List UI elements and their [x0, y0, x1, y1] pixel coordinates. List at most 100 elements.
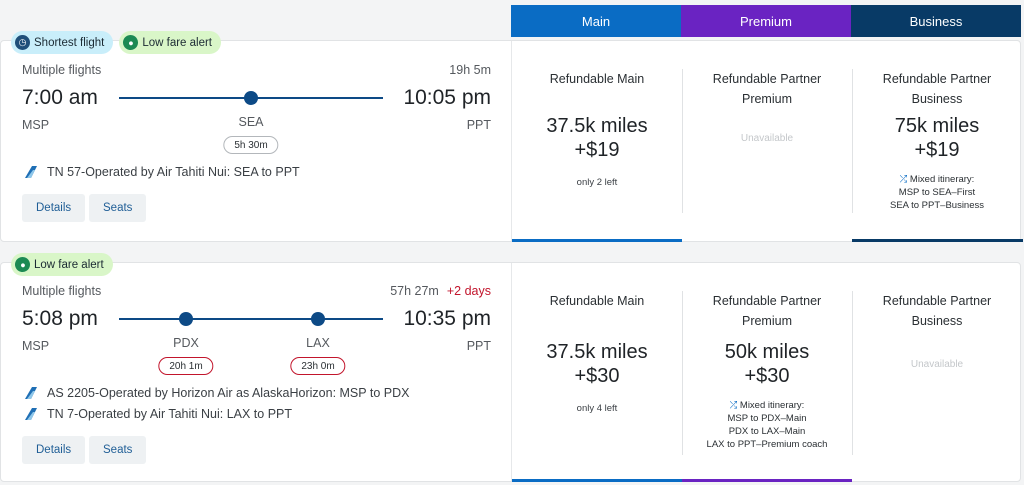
- fare-options: Refundable Main 37.5k miles +$30 only 4 …: [511, 263, 1022, 482]
- shortest-flight-badge: ◷ Shortest flight: [11, 31, 114, 54]
- badge-row: ● Low fare alert: [11, 253, 113, 276]
- fare-premium: Refundable Partner Premium Unavailable: [682, 41, 852, 241]
- stop-code: LAX: [306, 336, 330, 350]
- origin-code: MSP: [22, 339, 50, 353]
- fare-divider: [852, 69, 853, 213]
- stop-dot: [311, 312, 325, 326]
- total-duration: 19h 5m: [449, 63, 491, 77]
- mixed-itinerary-line: PDX to LAX–Main: [728, 426, 806, 437]
- route-line: [119, 318, 383, 320]
- badge-row: ◷ Shortest flight ● Low fare alert: [11, 31, 222, 54]
- stop-dot: [244, 91, 258, 105]
- layover-duration: 23h 0m: [290, 357, 346, 375]
- operated-by-line: TN 57-Operated by Air Tahiti Nui: SEA to…: [23, 165, 300, 179]
- premium-cabin-bar: [682, 479, 852, 482]
- operated-by-line: TN 7-Operated by Air Tahiti Nui: LAX to …: [23, 407, 292, 421]
- multiple-flights-label: Multiple flights: [22, 284, 102, 298]
- mixed-itinerary: ⤮ Mixed itinerary: MSP to PDX–Main PDX t…: [682, 399, 852, 451]
- depart-time: 5:08 pm: [22, 307, 98, 330]
- mixed-title-text: Mixed itinerary:: [909, 174, 975, 185]
- fare-miles: 37.5k miles: [546, 115, 648, 137]
- mixed-itinerary-line: MSP to PDX–Main: [727, 413, 807, 424]
- airline-tail-icon: [25, 387, 37, 399]
- details-button[interactable]: Details: [22, 436, 86, 464]
- main-cabin-bar: [512, 239, 682, 242]
- fare-business[interactable]: Refundable Partner Business 75k miles +$…: [852, 41, 1023, 242]
- fare-business: Refundable Partner Business Unavailable: [852, 263, 1022, 481]
- fare-divider: [852, 291, 853, 455]
- arrive-time: 10:05 pm: [403, 86, 491, 109]
- tab-main-label: Main: [581, 13, 611, 29]
- mixed-itinerary-line: SEA to PPT–Business: [890, 200, 984, 211]
- tab-business-label: Business: [909, 13, 963, 29]
- mixed-itinerary-line: LAX to PPT–Premium coach: [706, 439, 828, 450]
- plus-days: +2 days: [446, 284, 491, 298]
- main-cabin-bar: [512, 479, 682, 482]
- arrive-time: 10:35 pm: [403, 307, 491, 330]
- mixed-itinerary-line: MSP to SEA–First: [898, 187, 976, 198]
- airline-tail-icon: [25, 166, 37, 178]
- layover-duration: 20h 1m: [158, 357, 214, 375]
- fare-miles: 75k miles: [894, 115, 980, 137]
- fare-tax: +$19: [914, 139, 960, 161]
- multiple-flights-label: Multiple flights: [22, 63, 102, 77]
- fare-divider: [682, 69, 683, 213]
- details-button[interactable]: Details: [22, 194, 86, 222]
- stop-code: PDX: [173, 336, 199, 350]
- stop-dot: [179, 312, 193, 326]
- badge-label: Low fare alert: [34, 258, 104, 271]
- duration-value: 57h 27m: [390, 284, 439, 298]
- fare-premium[interactable]: Refundable Partner Premium 50k miles +$3…: [682, 263, 852, 482]
- mixed-itinerary-title: ⤮ Mixed itinerary:: [682, 399, 852, 412]
- airline-tail-icon: [25, 408, 37, 420]
- layover-duration: 5h 30m: [223, 136, 279, 154]
- fare-divider: [682, 291, 683, 455]
- unavailable-label: Unavailable: [740, 133, 794, 144]
- shuffle-icon: ⤮: [899, 174, 908, 185]
- badge-label: Low fare alert: [142, 36, 213, 49]
- clock-icon: ◷: [15, 35, 30, 50]
- operated-by-line: AS 2205-Operated by Horizon Air as Alask…: [23, 386, 409, 400]
- flight-card: ◷ Shortest flight ● Low fare alert Multi…: [0, 31, 1023, 242]
- low-fare-alert-badge: ● Low fare alert: [11, 253, 113, 276]
- tab-main[interactable]: Main: [511, 5, 681, 37]
- fare-title: Refundable Partner Business: [882, 294, 992, 328]
- depart-time: 7:00 am: [22, 86, 98, 109]
- operated-by-text: TN 57-Operated by Air Tahiti Nui: SEA to…: [47, 165, 300, 179]
- badge-label: Shortest flight: [34, 36, 105, 49]
- tag-icon: ●: [120, 32, 142, 53]
- fare-title: Refundable Partner Premium: [712, 72, 822, 106]
- seats-left-note: only 2 left: [576, 177, 618, 188]
- fare-miles: 50k miles: [724, 341, 810, 363]
- tag-icon: ●: [12, 254, 33, 275]
- fare-title: Refundable Main: [549, 72, 645, 86]
- fare-title: Refundable Main: [549, 294, 645, 308]
- mixed-itinerary: ⤮ Mixed itinerary: MSP to SEA–First SEA …: [852, 173, 1022, 212]
- destination-code: PPT: [466, 118, 491, 132]
- seats-left-note: only 4 left: [576, 403, 618, 414]
- duration-value: 19h 5m: [449, 63, 491, 77]
- flight-summary: ● Low fare alert Multiple flights 57h 27…: [1, 253, 511, 481]
- destination-code: PPT: [466, 339, 491, 353]
- fare-tax: +$19: [574, 139, 620, 161]
- mixed-itinerary-title: ⤮ Mixed itinerary:: [852, 173, 1022, 186]
- business-cabin-bar: [852, 239, 1023, 242]
- flight-summary: ◷ Shortest flight ● Low fare alert Multi…: [1, 31, 511, 241]
- flight-card: ● Low fare alert Multiple flights 57h 27…: [0, 253, 1022, 482]
- seats-button[interactable]: Seats: [89, 436, 147, 464]
- operated-by-text: AS 2205-Operated by Horizon Air as Alask…: [47, 386, 410, 400]
- tab-business[interactable]: Business: [851, 5, 1021, 37]
- tab-premium[interactable]: Premium: [681, 5, 851, 37]
- shuffle-icon: ⤮: [729, 400, 738, 411]
- fare-miles: 37.5k miles: [546, 341, 648, 363]
- fare-title: Refundable Partner Business: [882, 72, 992, 106]
- fare-main[interactable]: Refundable Main 37.5k miles +$30 only 4 …: [512, 263, 682, 482]
- operated-by-text: TN 7-Operated by Air Tahiti Nui: LAX to …: [47, 407, 293, 421]
- seats-button[interactable]: Seats: [89, 194, 147, 222]
- fare-main[interactable]: Refundable Main 37.5k miles +$19 only 2 …: [512, 41, 682, 242]
- fare-tax: +$30: [744, 365, 790, 387]
- fare-title: Refundable Partner Premium: [712, 294, 822, 328]
- unavailable-label: Unavailable: [910, 359, 964, 370]
- stop-code: SEA: [238, 115, 264, 129]
- origin-code: MSP: [22, 118, 50, 132]
